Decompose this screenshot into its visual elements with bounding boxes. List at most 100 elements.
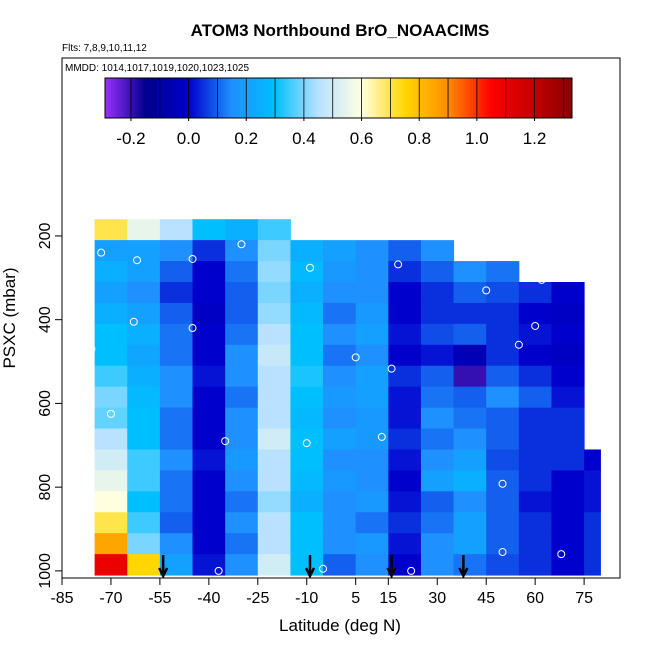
cell [453,449,487,471]
cell [323,512,357,534]
cell [290,261,324,283]
observation-point [482,286,491,295]
cell [94,428,128,450]
cell [192,344,226,367]
cell [159,428,194,450]
arrow [386,555,397,579]
cell [388,407,422,430]
observation-point [407,566,416,575]
cell [127,219,161,241]
cell [94,281,128,304]
cell [486,261,520,283]
cell [420,323,455,346]
cell [486,470,520,492]
cell [518,491,552,513]
cell [388,428,422,450]
observation-point [394,260,403,269]
colorbar-tick-label: -0.2 [116,129,145,148]
observation-point [387,364,396,373]
cell [192,386,226,409]
cell [355,554,389,576]
cell [420,386,455,409]
cell [290,407,324,430]
cell [551,533,585,555]
cell [94,470,128,492]
cell [355,386,389,409]
cell [323,386,357,409]
cell [323,240,357,262]
observation-point [377,432,386,441]
plot-frame [61,57,621,579]
observation-point [514,340,523,349]
cell [257,554,291,576]
cell [94,554,128,576]
cell [225,240,259,262]
cell [192,323,226,346]
cell [355,344,389,367]
cell [225,281,259,304]
y-tick-label: 600 [37,390,54,417]
observation-point [351,353,360,362]
cell [486,449,520,471]
cell [290,365,324,388]
cell [159,554,194,576]
cell [551,344,585,367]
cell [584,554,601,576]
cell [192,554,226,576]
cell [159,365,194,388]
cell [94,240,128,262]
cell [257,512,291,534]
cell [388,323,422,346]
cell [225,261,259,283]
cell [290,240,324,262]
cell [159,219,194,241]
arrow [158,555,169,579]
cell [355,323,389,346]
cell [192,219,226,241]
cell [94,344,128,367]
cell [486,302,520,325]
cell [225,386,259,409]
cell [225,323,259,346]
cell [94,386,128,409]
cell [94,533,128,555]
cell [94,302,128,325]
cell [192,261,226,283]
cell [192,491,226,513]
cell [518,554,552,576]
observation-point [188,254,197,263]
colorbar-tick-label: 0.6 [350,129,374,148]
cell [192,449,226,471]
cell [94,512,128,534]
cell [420,449,455,471]
observation-point [214,566,223,575]
cell [290,302,324,325]
cell [323,323,357,346]
cell [225,344,259,367]
cell [159,323,194,346]
cell [257,261,291,283]
cell [257,470,291,492]
cell [323,407,357,430]
x-tick-label: -85 [50,590,73,607]
cell [486,533,520,555]
observation-point [537,275,546,284]
cell [453,261,487,283]
cell [518,365,552,388]
observation-point [498,548,507,557]
cell [420,491,455,513]
cell [584,491,601,513]
cell [486,386,520,409]
cell [420,407,455,430]
cell [486,491,520,513]
cell [127,344,161,367]
annotation: MMDD: 1014,1017,1019,1020,1023,1025 [65,63,249,74]
x-tick-label: 5 [351,590,360,607]
cell [355,261,389,283]
cell [127,281,161,304]
cell [453,491,487,513]
cell [257,219,291,241]
cell [355,407,389,430]
cell [355,449,389,471]
subtitle: Flts: 7,8,9,10,11,12 [62,43,147,54]
